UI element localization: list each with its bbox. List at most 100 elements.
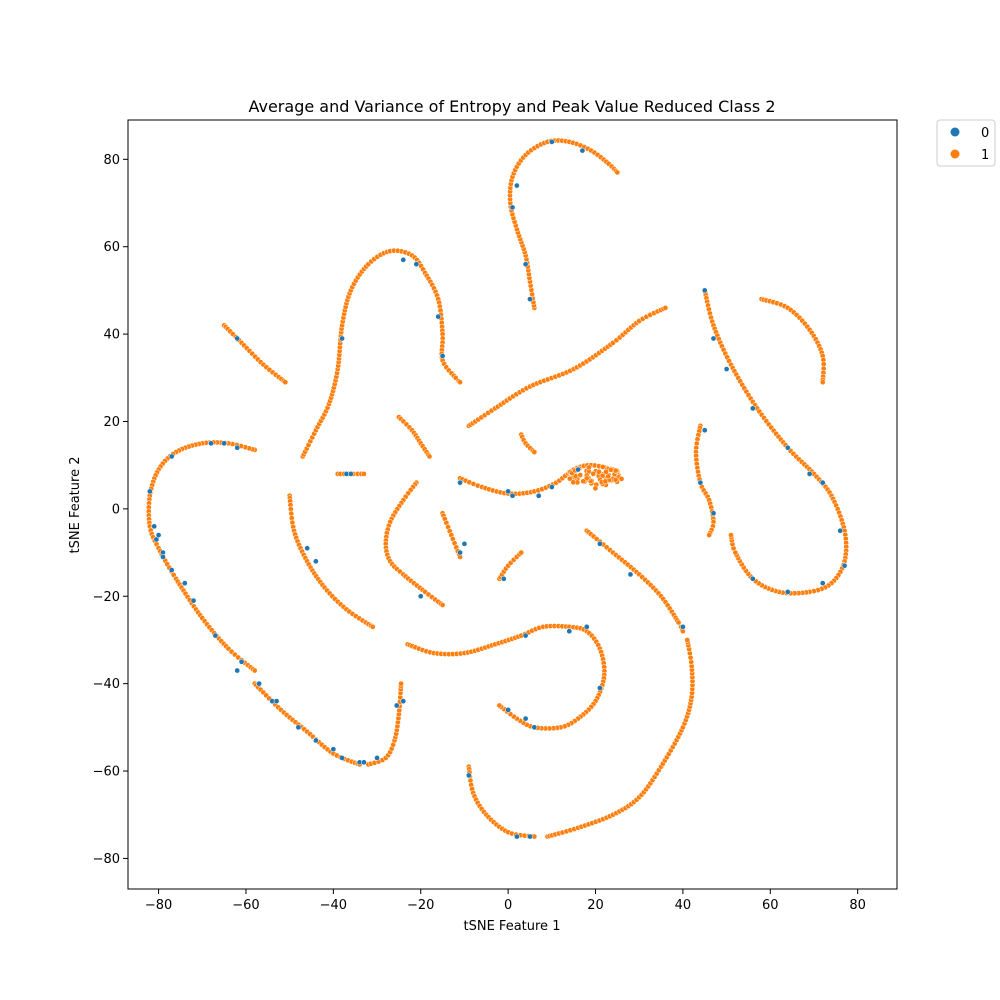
legend: 0 1: [936, 119, 996, 167]
data-point-class-0: [531, 724, 538, 731]
data-point-class-0: [566, 628, 573, 635]
data-point-class-0: [710, 510, 717, 517]
x-tick-label: 60: [762, 898, 779, 913]
data-point-class-0: [330, 746, 337, 753]
legend-marker-1: [950, 149, 960, 159]
data-point-class-0: [347, 471, 354, 477]
data-point-class-1: [684, 637, 691, 643]
data-point-class-0: [806, 471, 813, 477]
data-point-class-0: [465, 772, 472, 779]
data-point-class-0: [500, 575, 507, 582]
data-point-class-0: [701, 287, 708, 294]
data-point-class-0: [749, 405, 756, 412]
data-point-class-1: [728, 532, 734, 538]
data-point-class-0: [701, 427, 708, 434]
legend-marker-0: [950, 127, 960, 137]
data-point-class-0: [819, 580, 826, 587]
data-point-class-0: [273, 698, 280, 704]
data-point-class-1: [518, 549, 525, 556]
data-point-class-1: [675, 619, 682, 626]
data-point-class-0: [505, 488, 511, 495]
legend-label-1: 1: [981, 148, 989, 163]
data-point-class-0: [234, 444, 241, 451]
data-point-class-0: [190, 597, 197, 604]
data-point-class-0: [151, 523, 158, 530]
data-point-class-1: [496, 702, 503, 709]
data-point-class-0: [400, 256, 407, 263]
x-axis-label: tSNE Feature 1: [464, 919, 561, 934]
y-tick-label: −80: [93, 852, 120, 867]
y-axis-label: tSNE Feature 2: [68, 457, 83, 554]
data-point-class-0: [256, 680, 262, 687]
data-point-class-0: [413, 261, 420, 268]
data-point-class-0: [439, 353, 446, 359]
data-point-class-0: [841, 562, 848, 569]
data-point-class-1: [439, 602, 446, 608]
data-point-class-1: [369, 623, 376, 630]
data-point-class-1: [603, 469, 609, 475]
data-point-class-1: [580, 478, 587, 485]
data-point-class-0: [208, 440, 214, 447]
y-tick-label: 60: [103, 240, 120, 255]
data-point-class-0: [522, 261, 529, 268]
data-point-class-0: [457, 549, 463, 556]
data-point-class-0: [723, 366, 730, 372]
points-layer: [145, 137, 850, 840]
data-point-class-1: [426, 453, 433, 460]
data-point-class-1: [457, 379, 463, 386]
data-point-class-1: [592, 485, 599, 492]
y-tick-label: 80: [103, 153, 120, 168]
data-point-class-0: [749, 575, 756, 582]
data-point-class-0: [514, 182, 520, 189]
data-point-class-0: [579, 147, 586, 154]
data-point-class-0: [361, 759, 367, 766]
data-point-class-0: [522, 715, 529, 722]
x-tick-label: 20: [587, 898, 604, 913]
y-tick-label: 20: [103, 415, 120, 430]
data-point-class-0: [457, 479, 463, 486]
data-point-class-0: [548, 484, 555, 490]
data-point-class-1: [706, 532, 712, 538]
data-point-class-0: [160, 554, 166, 560]
y-tick-label: 40: [103, 328, 120, 343]
data-point-class-1: [531, 449, 538, 455]
data-point-class-0: [697, 479, 704, 486]
data-point-class-0: [212, 632, 219, 639]
data-point-class-0: [461, 540, 468, 547]
data-point-class-1: [662, 305, 669, 311]
data-point-class-0: [509, 204, 516, 211]
data-point-class-0: [155, 532, 162, 538]
data-point-class-0: [400, 698, 407, 704]
data-point-class-0: [527, 833, 533, 840]
data-point-class-0: [168, 453, 175, 460]
data-point-class-1: [608, 467, 614, 473]
legend-label-0: 0: [981, 126, 989, 141]
data-point-class-1: [590, 470, 597, 477]
data-point-class-0: [234, 667, 241, 674]
data-point-class-1: [612, 467, 619, 474]
data-point-class-0: [295, 724, 302, 731]
data-point-class-0: [313, 737, 319, 744]
data-point-class-0: [583, 623, 590, 630]
data-point-class-1: [618, 476, 625, 482]
data-point-class-0: [339, 755, 345, 761]
data-point-class-0: [527, 296, 533, 302]
data-point-class-0: [535, 492, 542, 499]
data-point-class-0: [575, 466, 581, 473]
plot-frame: [127, 119, 898, 890]
data-point-class-0: [710, 335, 717, 342]
data-point-class-0: [339, 335, 345, 342]
data-point-class-0: [784, 589, 791, 595]
data-point-class-0: [435, 313, 442, 320]
data-point-class-1: [570, 479, 577, 486]
data-point-class-0: [374, 755, 380, 761]
data-point-class-0: [417, 593, 424, 600]
data-point-class-1: [819, 379, 826, 386]
data-point-class-0: [514, 833, 520, 840]
data-point-class-0: [548, 139, 555, 145]
x-tick-label: −80: [145, 898, 172, 913]
y-tick-label: −60: [93, 765, 120, 780]
x-tick-label: −20: [407, 898, 434, 913]
data-point-class-1: [577, 472, 584, 478]
